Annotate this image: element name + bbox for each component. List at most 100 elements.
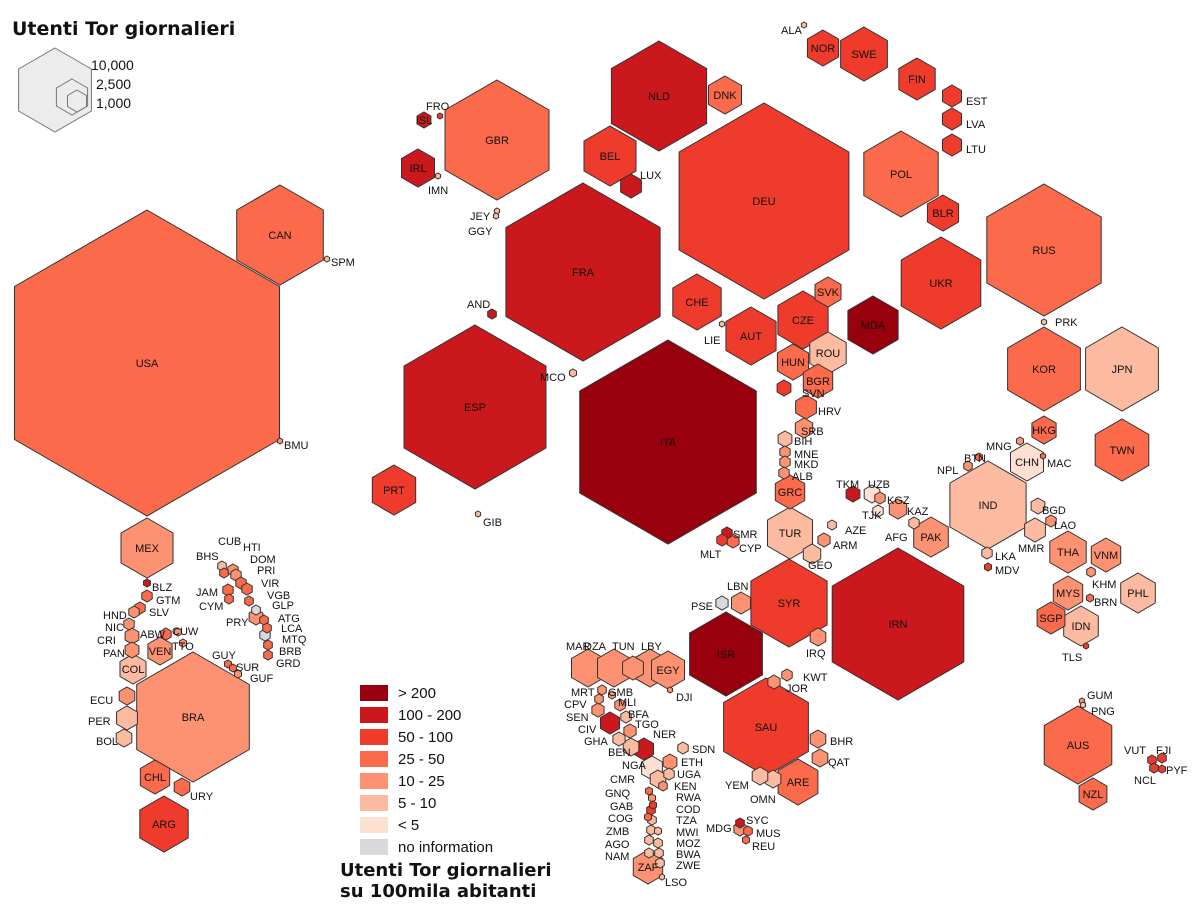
- hex-col: [119, 653, 147, 685]
- hex-lka: [981, 546, 993, 560]
- hex-eth: [662, 753, 678, 771]
- label-mtq: MTQ: [282, 634, 307, 646]
- hex-cpv: [594, 693, 604, 705]
- hex-lva: [942, 107, 962, 131]
- label-tza: TZA: [676, 815, 697, 827]
- hex-cym: [224, 593, 234, 605]
- label-bhr: BHR: [830, 736, 853, 748]
- hex-ggy: [492, 212, 500, 220]
- legend-swatch: [360, 839, 388, 855]
- label-kgz: KGZ: [887, 495, 910, 507]
- legend-label: 25 - 50: [398, 750, 445, 768]
- legend-label: < 5: [398, 816, 420, 834]
- legend-row: 50 - 100: [360, 726, 493, 748]
- label-pyf: PYF: [1166, 765, 1188, 777]
- hex-uga: [663, 767, 675, 781]
- hex-mng: [1016, 436, 1024, 446]
- label-mco: MCO: [540, 372, 566, 384]
- label-mmr: MMR: [1018, 543, 1044, 555]
- label-tto: TTO: [172, 641, 194, 653]
- hex-mli: [614, 698, 626, 712]
- label-est: EST: [966, 96, 988, 108]
- label-mac: MAC: [1047, 458, 1072, 470]
- hex-yem: [751, 766, 769, 786]
- label-gbr: GBR: [485, 135, 509, 147]
- hex-ken: [658, 780, 668, 792]
- label-swe: SWE: [851, 49, 876, 61]
- hex-gab: [649, 800, 657, 810]
- label-dom: DOM: [250, 554, 276, 566]
- size-legend-label: 10,000: [91, 57, 134, 73]
- legend-label: 100 - 200: [398, 706, 462, 724]
- label-alb: ALB: [792, 471, 813, 483]
- label-bih: BIH: [794, 436, 812, 448]
- label-nga: NGA: [622, 760, 647, 772]
- hex-gnq: [645, 786, 653, 796]
- hex-prt: [371, 464, 417, 516]
- hex-kor: [1007, 326, 1081, 412]
- label-hkg: HKG: [1032, 425, 1056, 437]
- hex-esp: [403, 324, 547, 490]
- legend-label: no information: [398, 838, 494, 856]
- size-legend-hex: [18, 47, 92, 133]
- label-qat: QAT: [828, 757, 850, 769]
- hex-qat: [811, 748, 829, 768]
- hex-ven: [147, 636, 173, 666]
- label-guy: GUY: [212, 650, 237, 662]
- hex-aus: [1043, 705, 1113, 785]
- hex-sdn: [677, 741, 689, 755]
- hex-can: [236, 184, 324, 286]
- label-lux: LUX: [640, 170, 662, 182]
- hex-usa: [14, 209, 280, 517]
- hex-irq: [809, 627, 827, 647]
- label-tls: TLS: [1062, 652, 1082, 664]
- hex-rwa: [648, 793, 656, 803]
- legend-swatch: [360, 751, 388, 767]
- hex-geo: [802, 543, 822, 565]
- legend-label: 5 - 10: [398, 794, 437, 812]
- hex-glp: [251, 604, 261, 616]
- label-ecu: ECU: [90, 695, 113, 707]
- label-chl: CHL: [144, 772, 166, 784]
- hex-blr: [926, 194, 960, 232]
- hex-mus: [743, 825, 753, 837]
- label-esp: ESP: [464, 402, 486, 414]
- label-yem: YEM: [725, 780, 749, 792]
- label-gha: GHA: [584, 736, 609, 748]
- hex-kgz: [874, 491, 886, 505]
- label-bgd: BGD: [1042, 505, 1066, 517]
- hex-twn: [1094, 418, 1150, 482]
- label-pse: PSE: [691, 601, 713, 613]
- label-fro: FRO: [426, 101, 450, 113]
- label-aut: AUT: [740, 331, 762, 343]
- hex-isr: [689, 611, 763, 697]
- hex-srb: [794, 417, 814, 439]
- label-svk: SVK: [817, 287, 840, 299]
- country-labels: USA ITA DEU FRA ESP IRN RUS BRA GBR NLD CAN SAU UKR I…: [88, 25, 1188, 889]
- legend-label: > 200: [398, 684, 436, 702]
- label-jam: JAM: [196, 587, 218, 599]
- hex-vnm: [1090, 537, 1122, 573]
- hex-lux: [620, 173, 642, 199]
- size-legend-label: 1,000: [96, 95, 131, 111]
- size-legend: 10,000 2,500 1,000: [18, 47, 134, 133]
- legend-swatch: [360, 685, 388, 701]
- hex-gmb: [608, 690, 616, 700]
- label-vut: VUT: [1124, 745, 1146, 757]
- hex-zaf: [632, 849, 664, 885]
- hex-phl: [1120, 572, 1156, 614]
- label-arg: ARG: [152, 819, 176, 831]
- hex-tgo: [623, 723, 637, 739]
- hex-cuw: [174, 627, 182, 637]
- hex-vir: [241, 582, 253, 596]
- hex-lbn: [731, 591, 751, 615]
- hex-grd: [263, 649, 273, 661]
- label-ukr: UKR: [929, 278, 952, 290]
- label-kaz: KAZ: [907, 506, 929, 518]
- label-nld: NLD: [648, 91, 670, 103]
- label-tur: TUR: [779, 528, 802, 540]
- label-col: COL: [122, 664, 145, 676]
- label-vnm: VNM: [1094, 550, 1118, 562]
- hex-khm: [1086, 566, 1096, 578]
- hex-svn: [776, 379, 792, 397]
